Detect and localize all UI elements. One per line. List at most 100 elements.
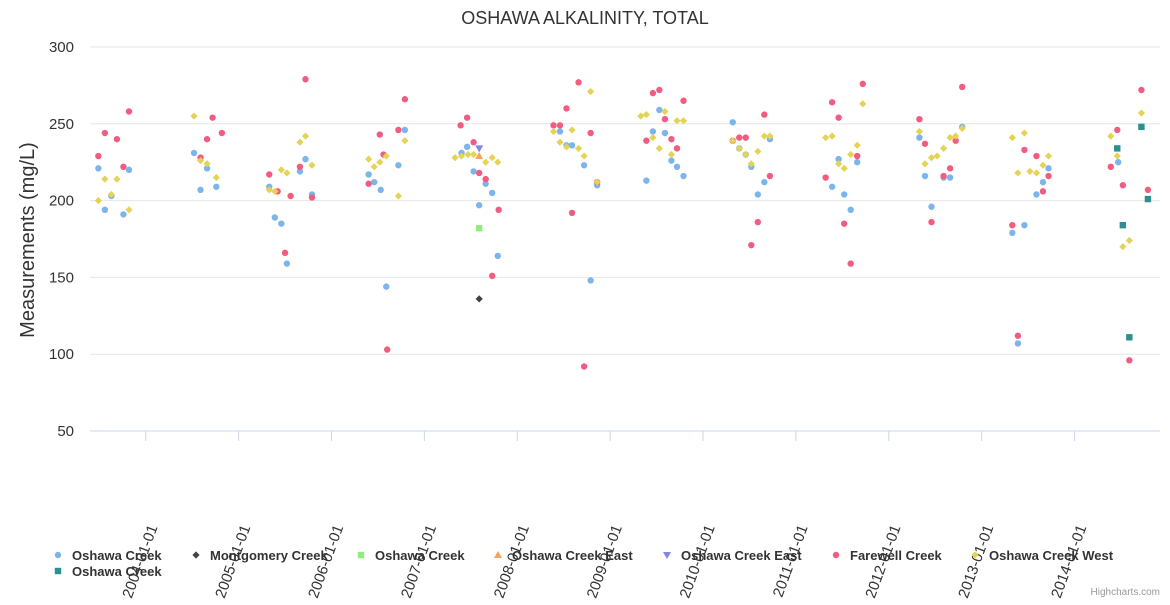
data-point[interactable] xyxy=(395,126,402,134)
data-point[interactable] xyxy=(556,128,564,135)
data-point[interactable] xyxy=(754,218,762,226)
legend-symbol[interactable] xyxy=(663,552,671,559)
data-point[interactable] xyxy=(1009,229,1016,237)
data-point[interactable] xyxy=(835,155,842,163)
data-point[interactable] xyxy=(661,129,669,137)
data-point[interactable] xyxy=(1033,152,1040,160)
data-point[interactable] xyxy=(828,183,836,190)
data-point[interactable] xyxy=(113,175,121,183)
data-point[interactable] xyxy=(301,132,310,140)
data-point[interactable] xyxy=(451,153,459,162)
data-point[interactable] xyxy=(580,363,588,370)
data-point[interactable] xyxy=(203,165,211,172)
data-point[interactable] xyxy=(1021,221,1028,229)
data-point[interactable] xyxy=(488,272,496,280)
data-point[interactable] xyxy=(482,158,490,166)
data-point[interactable] xyxy=(656,86,663,94)
data-point[interactable] xyxy=(587,277,594,284)
data-point[interactable] xyxy=(840,164,848,172)
data-point[interactable] xyxy=(495,206,502,214)
data-point[interactable] xyxy=(1107,132,1115,140)
legend-symbol[interactable] xyxy=(192,551,200,559)
data-point[interactable] xyxy=(475,225,483,232)
data-point[interactable] xyxy=(587,129,594,137)
data-point[interactable] xyxy=(125,166,133,174)
data-point[interactable] xyxy=(680,97,687,104)
data-point[interactable] xyxy=(550,122,557,129)
legend-item[interactable]: Oshawa Creek East xyxy=(663,548,802,563)
data-point[interactable] xyxy=(679,117,688,125)
data-point[interactable] xyxy=(939,144,948,152)
data-point[interactable] xyxy=(296,138,304,146)
data-point[interactable] xyxy=(854,152,861,160)
legend-item[interactable]: Oshawa Creek East xyxy=(494,548,633,563)
data-point[interactable] xyxy=(1032,169,1041,177)
data-point[interactable] xyxy=(101,175,109,183)
data-point[interactable] xyxy=(661,107,669,116)
data-point[interactable] xyxy=(218,129,226,137)
data-point[interactable] xyxy=(196,157,205,165)
data-point[interactable] xyxy=(735,144,743,152)
data-point[interactable] xyxy=(1107,163,1114,171)
data-point[interactable] xyxy=(593,178,601,186)
data-point[interactable] xyxy=(556,138,564,146)
data-point[interactable] xyxy=(921,172,929,180)
data-point[interactable] xyxy=(568,209,576,217)
data-point[interactable] xyxy=(1119,221,1127,229)
data-point[interactable] xyxy=(661,115,669,123)
data-point[interactable] xyxy=(95,152,102,160)
data-point[interactable] xyxy=(308,194,316,201)
data-point[interactable] xyxy=(952,137,959,144)
data-point[interactable] xyxy=(853,141,861,149)
data-point[interactable] xyxy=(1137,109,1146,117)
data-point[interactable] xyxy=(642,110,650,119)
data-point[interactable] xyxy=(1039,161,1047,169)
data-point[interactable] xyxy=(847,260,854,267)
data-point[interactable] xyxy=(1126,334,1133,341)
data-point[interactable] xyxy=(271,187,279,195)
data-point[interactable] xyxy=(1033,191,1040,198)
data-point[interactable] xyxy=(580,162,588,169)
data-point[interactable] xyxy=(488,189,496,197)
data-point[interactable] xyxy=(847,206,854,214)
data-point[interactable] xyxy=(190,149,198,157)
data-point[interactable] xyxy=(482,180,489,187)
data-point[interactable] xyxy=(736,134,743,141)
data-point[interactable] xyxy=(463,143,471,151)
data-point[interactable] xyxy=(376,158,384,166)
data-point[interactable] xyxy=(1138,86,1145,94)
data-point[interactable] xyxy=(113,135,121,143)
data-point[interactable] xyxy=(761,111,768,118)
data-point[interactable] xyxy=(673,145,681,152)
data-point[interactable] xyxy=(915,127,924,136)
data-point[interactable] xyxy=(841,220,848,227)
data-point[interactable] xyxy=(212,173,220,182)
data-point[interactable] xyxy=(394,192,402,200)
legend-item[interactable]: Oshawa Creek xyxy=(54,548,163,563)
data-point[interactable] xyxy=(209,114,216,121)
data-point[interactable] xyxy=(376,131,383,138)
data-point[interactable] xyxy=(464,150,472,159)
data-point[interactable] xyxy=(395,162,402,169)
data-point[interactable] xyxy=(643,177,650,184)
data-point[interactable] xyxy=(556,122,564,129)
data-point[interactable] xyxy=(1114,145,1121,152)
data-point[interactable] xyxy=(1014,169,1022,177)
data-point[interactable] xyxy=(401,96,409,103)
data-point[interactable] xyxy=(277,166,285,174)
data-point[interactable] xyxy=(283,260,291,267)
data-point[interactable] xyxy=(296,168,304,175)
data-point[interactable] xyxy=(1008,134,1016,142)
data-point[interactable] xyxy=(822,134,830,142)
data-point[interactable] xyxy=(854,159,861,166)
data-point[interactable] xyxy=(1045,172,1052,180)
data-point[interactable] xyxy=(482,175,489,183)
data-point[interactable] xyxy=(754,191,762,198)
data-point[interactable] xyxy=(655,144,663,152)
data-point[interactable] xyxy=(921,140,929,147)
data-point[interactable] xyxy=(761,178,768,186)
data-point[interactable] xyxy=(668,157,675,164)
data-point[interactable] xyxy=(401,137,409,145)
data-point[interactable] xyxy=(365,180,372,187)
data-point[interactable] xyxy=(766,172,774,180)
